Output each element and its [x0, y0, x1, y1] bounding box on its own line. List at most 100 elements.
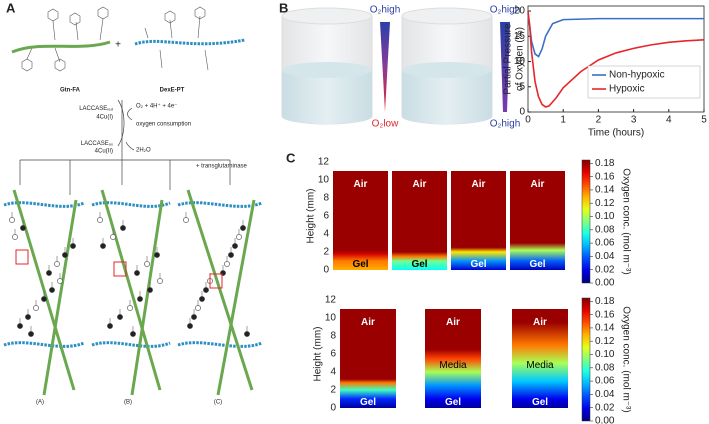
oxygen-level: O₂low: [372, 119, 399, 130]
y-tick-label: 5: [519, 81, 525, 92]
dextran-chain: [177, 201, 263, 208]
networks: [3, 189, 263, 396]
y-tick-label: 2: [323, 247, 329, 258]
colorbar-label: Oxygen conc. (mol m⁻³): [620, 168, 631, 274]
y-tick-label: 12: [325, 295, 337, 306]
y-tick-label: 15: [514, 31, 526, 42]
pendant-group: [57, 278, 63, 284]
region-label: Gel: [411, 259, 427, 270]
region-label: Air: [533, 317, 547, 328]
y-tick-label: 2: [330, 385, 336, 396]
pendant-group: [154, 252, 160, 258]
pendant-group: [144, 261, 150, 267]
pendant-group: [25, 314, 31, 320]
colorbar-tick-label: 0.06: [595, 238, 615, 249]
colorbar-tick-label: 0.04: [595, 251, 615, 262]
colorbar: [581, 159, 591, 284]
enzyme-state: ox: [109, 142, 113, 147]
pendant-group: [147, 287, 153, 293]
y-tick-label: 8: [323, 193, 329, 204]
pendant-group: [12, 234, 18, 240]
y-tick-label: 10: [325, 313, 337, 324]
legend-label: Hypoxic: [609, 84, 645, 95]
colorbar-tick-label: 0.14: [595, 185, 615, 196]
pendant-group: [62, 252, 68, 258]
vessel: [281, 7, 390, 125]
y-tick-label: 6: [323, 211, 329, 222]
colorbar-tick-label: 0.06: [595, 376, 615, 387]
gelatin-chain: [11, 40, 111, 54]
colorbar-tick-label: 0.02: [595, 264, 615, 275]
pendant-group: [97, 217, 103, 223]
scheme-label: LACCASEred: [79, 106, 113, 112]
scheme-label: + transglutaminase: [196, 164, 248, 170]
scheme-label: LACCASEox: [81, 141, 113, 147]
x-tick-label: 1: [560, 115, 566, 126]
scheme-label: DexE-PT: [160, 88, 185, 94]
pendant-group: [130, 331, 136, 337]
plot-frame: [527, 5, 705, 113]
x-tick-label: 5: [701, 115, 707, 126]
colorbar-tick-label: 0.18: [595, 158, 615, 169]
scheme-label: 4Cu(II): [95, 149, 113, 155]
gelatin-chain: [130, 199, 164, 396]
region-label: Air: [472, 179, 486, 190]
pendant-group: [220, 270, 226, 276]
y-axis-label: Height (mm): [306, 188, 317, 243]
y-axis-label: Partial Pressure: [503, 23, 514, 95]
dextran-chain: [3, 341, 85, 348]
dextran-chain: [134, 38, 246, 46]
region-label: Air: [354, 179, 368, 190]
gelatin-chain: [186, 189, 254, 391]
panel-label: C: [286, 150, 296, 165]
region-label: Gel: [445, 397, 461, 408]
x-tick-label: 4: [666, 115, 672, 126]
scheme-label: 4Cu(I): [96, 115, 113, 121]
y-tick-label: 6: [330, 349, 336, 360]
pendant-group: [9, 217, 15, 223]
region-label: Media: [526, 360, 554, 371]
region-label: Gel: [532, 397, 548, 408]
scheme-label: oxygen consumption: [136, 122, 191, 128]
colorbar-tick-label: 0.14: [595, 323, 615, 334]
legend-label: Non-hypoxic: [609, 70, 665, 81]
dextran-chain: [91, 341, 171, 348]
region-label: Media: [439, 360, 467, 371]
panel-label: A: [6, 0, 16, 15]
pendant-group: [110, 234, 116, 240]
pendant-group: [187, 323, 193, 329]
pendant-group: [117, 314, 123, 320]
heatmap-column: [340, 309, 396, 408]
colorbar-tick-label: 0.16: [595, 309, 615, 320]
network-label: (C): [214, 400, 222, 406]
vessel: [401, 7, 510, 125]
pendant-group: [236, 234, 242, 240]
crosslink-highlight: [15, 249, 29, 265]
heatmap-column: [392, 171, 447, 270]
x-tick-label: 3: [631, 115, 637, 126]
pendant-group: [240, 225, 246, 231]
pendant-group: [137, 296, 143, 302]
colorbar-tick-label: 0.10: [595, 211, 615, 222]
pendant-group: [244, 331, 250, 337]
y-tick-label: 0: [519, 107, 525, 118]
network-label: (A): [36, 400, 44, 406]
pendant-group: [49, 287, 55, 293]
scheme-label: +: [115, 40, 121, 51]
gelatin-chain: [12, 189, 76, 391]
legend-box: [587, 65, 701, 99]
gelatin-chain: [100, 189, 162, 391]
crosslink-highlight: [209, 273, 223, 289]
scheme: [21, 6, 209, 72]
pendant-group: [100, 243, 106, 249]
enzyme-state: red: [107, 107, 113, 112]
pendant-group: [127, 305, 133, 311]
series-line: [527, 13, 704, 58]
pendant-group: [134, 270, 140, 276]
x-tick-label: 0: [525, 115, 531, 126]
x-tick-label: 2: [596, 115, 602, 126]
crosslink-highlight: [113, 261, 127, 277]
panel-label: B: [279, 0, 288, 15]
heatmap-column: [510, 171, 565, 270]
